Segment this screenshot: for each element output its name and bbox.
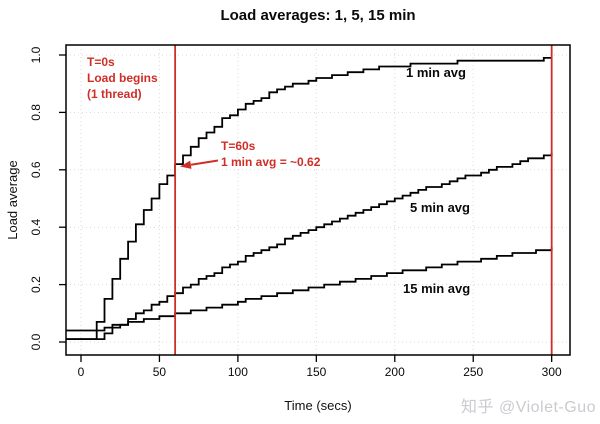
x-tick-label: 300 xyxy=(542,365,562,379)
y-axis-title: Load average xyxy=(5,160,20,240)
curve-15min-avg xyxy=(66,247,553,332)
x-tick-label: 100 xyxy=(228,365,248,379)
series-label-15min: 15 min avg xyxy=(403,281,471,296)
series-label-5min: 5 min avg xyxy=(410,200,470,215)
x-tick-label: 150 xyxy=(306,365,326,379)
annotation-line: Load begins xyxy=(87,71,158,85)
y-tick-label: 0.0 xyxy=(29,333,43,350)
y-tick-label: 0.6 xyxy=(29,161,43,178)
y-tick-label: 1.0 xyxy=(29,46,43,63)
x-tick-label: 250 xyxy=(463,365,483,379)
x-tick-label: 0 xyxy=(78,365,85,379)
annotation-t60: T=60s 1 min avg = ~0.62 xyxy=(221,138,320,170)
annotation-line: (1 thread) xyxy=(87,87,142,101)
y-tick-label: 0.8 xyxy=(29,104,43,121)
series-label-1min: 1 min avg xyxy=(406,65,466,80)
chart-title: Load averages: 1, 5, 15 min xyxy=(220,7,416,24)
annotation-line: 1 min avg = ~0.62 xyxy=(221,155,321,169)
plot-border xyxy=(65,44,571,356)
annotation-load-begins: T=0s Load begins (1 thread) xyxy=(87,54,158,102)
x-tick-label: 50 xyxy=(153,365,167,379)
x-axis-title: Time (secs) xyxy=(284,398,352,413)
y-tick-label: 0.4 xyxy=(29,219,43,236)
annotation-arrow-head xyxy=(180,160,192,169)
curve-1min-avg xyxy=(66,57,552,340)
annotation-line: T=0s xyxy=(87,55,115,69)
annotation-arrow-shaft xyxy=(190,159,219,166)
curve-5min-avg xyxy=(66,152,553,340)
annotation-line: T=60s xyxy=(221,139,256,153)
x-tick-label: 200 xyxy=(385,365,405,379)
y-tick-label: 0.2 xyxy=(29,276,43,293)
watermark: 知乎 @Violet-Guo xyxy=(461,399,596,416)
